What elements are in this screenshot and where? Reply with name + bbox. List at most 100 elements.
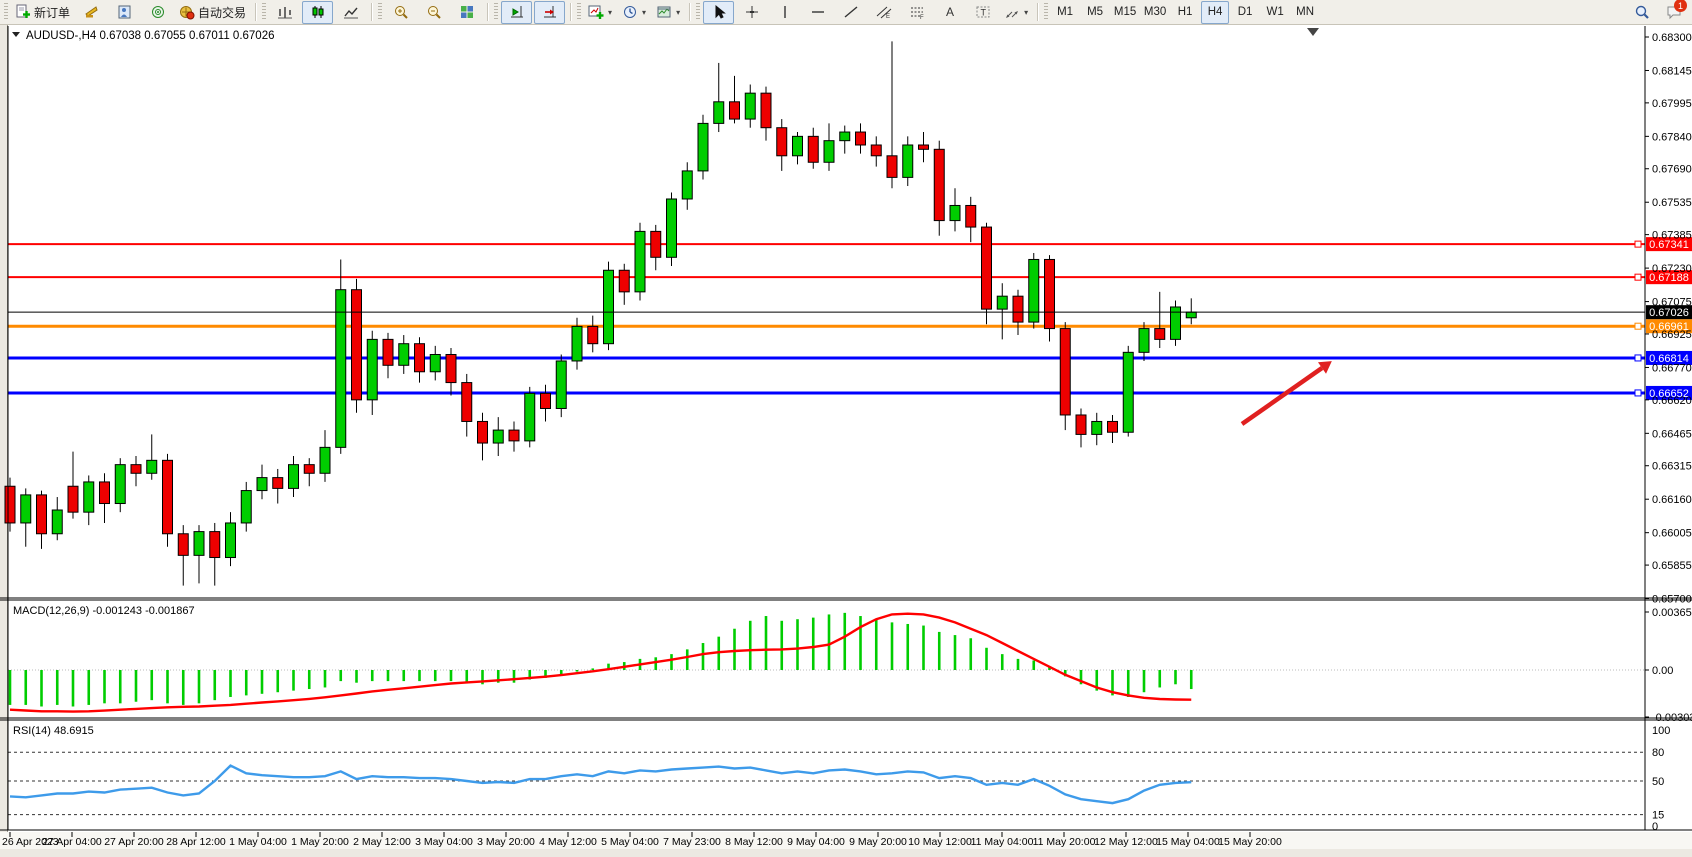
trendline-button[interactable] [835,1,866,24]
bull-candle [603,269,614,345]
text-button[interactable]: A [934,1,965,24]
navigator-button[interactable] [142,1,173,24]
timeframe-m1-button[interactable]: M1 [1057,6,1074,18]
price-tag: 0.67188 [1649,272,1689,284]
bull-candle [1185,311,1197,319]
trendline-icon [843,4,859,20]
price-axis-label: 0.67995 [1652,98,1692,110]
new-chart-button[interactable]: ▾ [584,1,616,24]
date-label: 27 Apr 20:00 [104,836,164,848]
bull-candle [288,464,299,489]
line-end-marker [1634,389,1642,397]
horizontal-line-button[interactable] [802,1,833,24]
line-chart-button[interactable] [335,1,366,24]
search-button[interactable] [1634,4,1650,20]
chat-button[interactable]: 1 [1666,0,1687,20]
bull-candle [839,131,851,142]
toolbar-grip [494,3,499,21]
zoom-in-button[interactable] [385,1,416,24]
price-tag: 0.66961 [1649,321,1689,333]
periodicity-button[interactable]: ▾ [618,1,650,24]
data-window-icon [117,4,133,20]
timeframe-w1-button[interactable]: W1 [1266,6,1284,18]
date-row-background [0,832,1692,849]
tile-windows-button[interactable] [451,1,482,24]
pivot-line[interactable]: 0.66961 [8,319,1692,334]
autotrade-button[interactable]: 自动交易 [175,1,250,24]
resistance-line-1[interactable]: 0.67341 [8,237,1692,252]
rsi-axis-label: 15 [1652,810,1664,822]
market-watch-button[interactable] [76,1,107,24]
bull-candle [744,92,756,120]
new-order-button[interactable]: 新订单 [11,1,74,24]
toolbar-grip [378,3,383,21]
price-chart[interactable]: 0.67341 0.67188 0.66961 0.66814 0.66652 0.670… [0,25,1692,857]
svg-text:E: E [886,14,890,20]
date-label: 15 May 20:00 [1218,836,1282,848]
auto-scroll-button[interactable] [501,0,533,24]
support-line-2[interactable]: 0.66652 [8,385,1692,400]
textT-icon: T [975,4,991,20]
toolbar-separator [689,3,691,21]
timeframe-m30-button[interactable]: M30 [1143,6,1167,18]
chart-shift-marker [1307,28,1319,36]
bear-candle [1107,420,1118,433]
toolbar-grip [262,3,267,21]
templates-button[interactable]: ▾ [652,1,684,24]
resistance-line-2[interactable]: 0.67188 [8,270,1692,285]
bear-candle [1059,328,1071,416]
text-label-button[interactable]: T [967,1,998,24]
bear-candle [1044,258,1055,330]
data-window-button[interactable] [109,1,140,24]
date-label: 15 May 04:00 [1156,836,1220,848]
bear-candle [886,155,898,178]
bull-candle [398,343,410,366]
zoom-out-button[interactable] [418,1,449,24]
zoom-in-icon [393,4,409,20]
timeframe-d1-button[interactable]: D1 [1237,6,1253,18]
vertical-line-button[interactable] [769,1,800,24]
trend-arrow-annotation[interactable] [1240,361,1332,426]
bear-candle [461,382,473,422]
timeframe-mn-button[interactable]: MN [1296,6,1315,18]
addchart-icon [588,4,604,20]
equidistant-channel-button[interactable]: E [868,1,899,24]
bear-candle [1154,328,1166,340]
bull-candle [823,140,835,163]
bars-icon [277,4,293,20]
bull-candle [697,122,709,172]
bear-candle [855,131,866,146]
bear-candle [272,477,284,489]
macd-signal-line [9,612,1192,713]
autotrade-button-label: 自动交易 [198,5,247,20]
timeframe-m15-button[interactable]: M15 [1113,6,1137,18]
candlestick-chart-button[interactable] [302,0,334,24]
bull-candle [20,494,32,524]
chartshift-icon [542,4,558,20]
date-label: 3 May 04:00 [415,836,473,848]
chart-shift-button[interactable] [534,0,566,24]
date-label: 9 May 20:00 [849,836,907,848]
bar-chart-button[interactable] [269,1,300,24]
bear-candle [1012,295,1024,323]
toolbar: 新订单 自动交易 ▾ ▾ ▾ E F A T ▾ M1 M5 M15 M30 H1 H4 D1 W1 MN 1 [0,0,1692,25]
rsi-label: RSI(14) 48.6915 [13,725,94,737]
chevron-down-icon: ▾ [676,7,681,17]
bear-candle [130,464,142,474]
arrows-button[interactable]: ▾ [1000,1,1032,24]
date-label: 3 May 20:00 [477,836,535,848]
crosshair-button[interactable] [736,1,767,24]
timeframe-m5-button[interactable]: M5 [1087,6,1104,18]
fibonacci-button[interactable]: F [901,1,932,24]
bear-candle [807,135,819,163]
timeframe-h1-button[interactable]: H1 [1177,6,1193,18]
chevron-down-icon: ▾ [642,7,647,17]
timeframe-h4-button[interactable]: H4 [1201,0,1230,24]
bull-candle [225,522,236,559]
price-axis-label: 0.66770 [1652,362,1692,374]
cursor-button[interactable] [703,0,735,24]
support-line-1[interactable]: 0.66814 [8,350,1692,365]
toolbar-grip [696,3,701,21]
toolbar-separator [1037,3,1039,21]
